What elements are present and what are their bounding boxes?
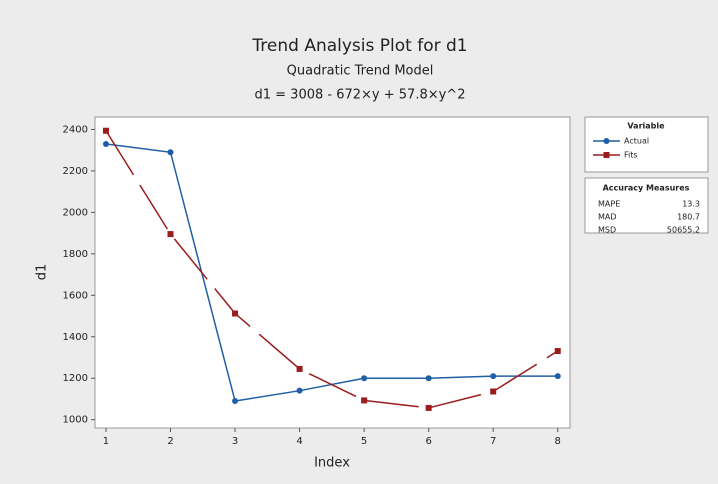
marker	[296, 387, 303, 394]
marker	[554, 348, 561, 355]
y-tick-label: 1800	[63, 249, 88, 260]
legend-label: Fits	[624, 151, 638, 160]
marker	[425, 375, 432, 382]
x-tick-label: 2	[167, 436, 173, 447]
marker	[425, 404, 432, 411]
marker	[361, 397, 368, 404]
x-axis-label: Index	[314, 456, 350, 471]
marker	[361, 375, 368, 382]
equation: d1 = 3008 - 672×y + 57.8×y^2	[255, 88, 466, 103]
x-tick-label: 7	[490, 436, 496, 447]
marker	[490, 388, 497, 395]
series-line	[105, 130, 559, 409]
marker	[167, 149, 174, 156]
marker	[232, 398, 239, 405]
legend-label: Actual	[624, 137, 649, 146]
x-tick-label: 5	[361, 436, 367, 447]
legend-title: Variable	[627, 122, 665, 131]
chart-title: Trend Analysis Plot for d1	[251, 36, 467, 56]
accuracy-title: Accuracy Measures	[603, 184, 690, 193]
marker	[296, 365, 303, 372]
marker	[102, 127, 109, 134]
x-tick-label: 3	[232, 436, 238, 447]
chart-subtitle: Quadratic Trend Model	[287, 64, 434, 79]
measure-name: MAPE	[598, 200, 620, 209]
marker	[554, 373, 561, 380]
x-tick-label: 8	[555, 436, 561, 447]
marker	[102, 140, 109, 147]
y-tick-label: 1200	[63, 373, 88, 384]
legend-marker	[603, 152, 610, 158]
measure-value: 13.3	[682, 200, 700, 209]
measure-name: MSD	[598, 226, 616, 235]
measure-value: 50655.2	[667, 226, 700, 235]
y-tick-label: 1400	[63, 332, 88, 343]
x-tick-label: 4	[296, 436, 302, 447]
legend-marker	[603, 138, 610, 144]
measure-value: 180.7	[677, 213, 700, 222]
y-tick-label: 2400	[63, 124, 88, 135]
y-tick-label: 2200	[63, 166, 88, 177]
marker	[167, 231, 174, 238]
measure-name: MAD	[598, 213, 617, 222]
plot-area	[94, 116, 571, 429]
y-tick-label: 1600	[63, 290, 88, 301]
legend	[584, 116, 709, 173]
marker	[232, 310, 239, 317]
accuracy-box	[584, 177, 709, 234]
marker	[490, 373, 497, 380]
y-tick-label: 1000	[63, 415, 88, 426]
y-axis-label: d1	[35, 264, 50, 281]
y-tick-label: 2000	[63, 207, 88, 218]
x-tick-label: 1	[103, 436, 109, 447]
x-tick-label: 6	[425, 436, 431, 447]
